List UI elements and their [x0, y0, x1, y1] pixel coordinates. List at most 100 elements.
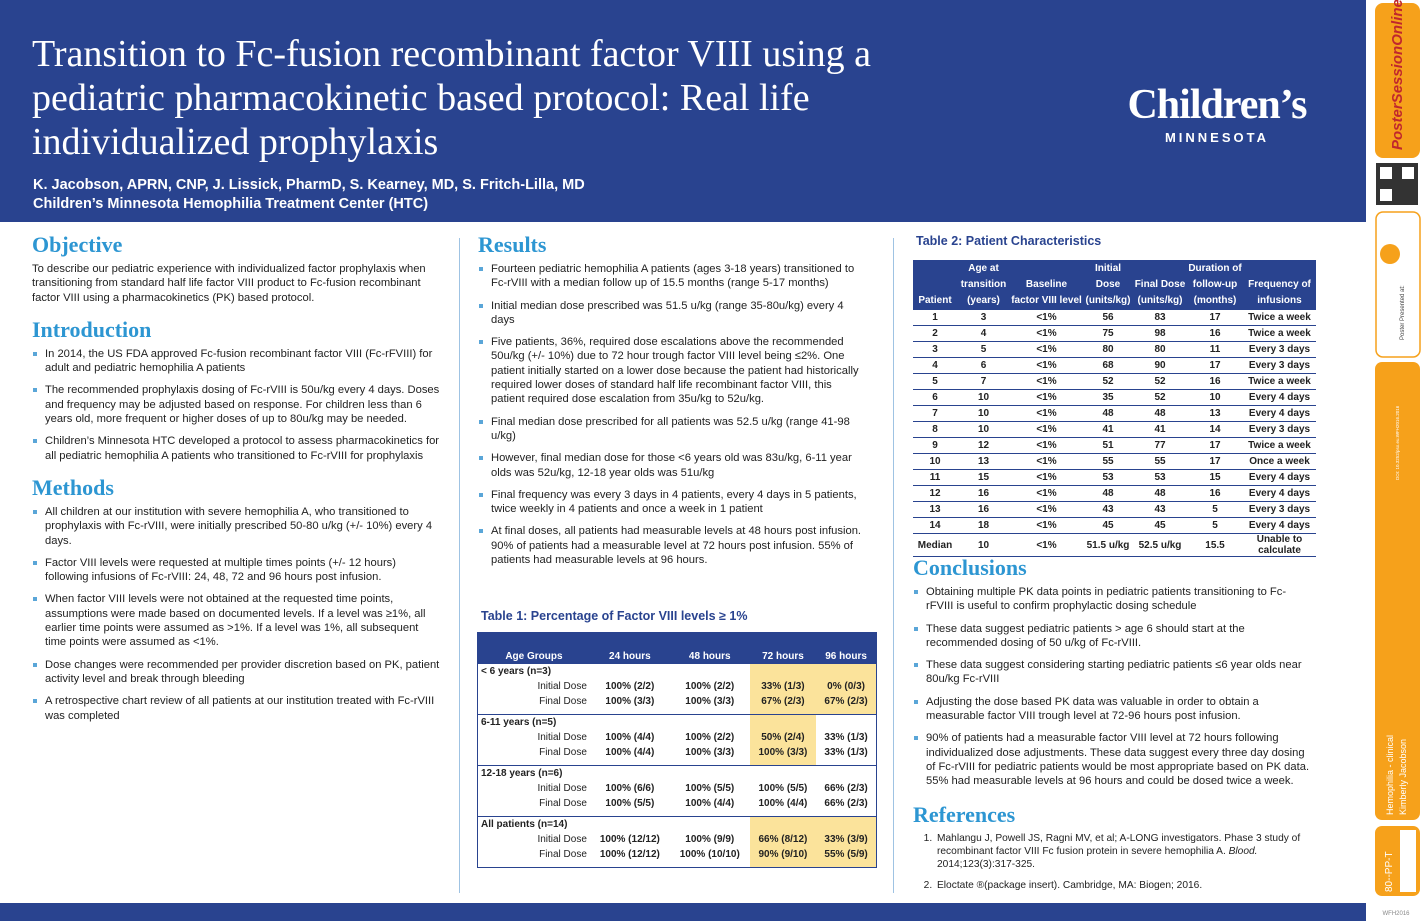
brand: PosterSessionOnline.com	[1389, 0, 1406, 150]
cell	[749, 664, 817, 679]
group-row: 12-18 years (n=6)	[478, 766, 877, 782]
cell: 90% (9/10)	[749, 847, 817, 868]
cell: 14	[913, 517, 957, 534]
column-header: Duration of follow-up (months)	[1187, 260, 1243, 310]
cell: <1%	[1010, 325, 1083, 342]
cell: 55	[1133, 453, 1187, 470]
cell: 75	[1083, 325, 1133, 342]
cell: 100% (10/10)	[669, 847, 750, 868]
cell: 52	[1083, 373, 1133, 390]
group-label: 6-11 years (n=5)	[481, 717, 557, 728]
column-header: Final Dose (units/kg)	[1133, 260, 1187, 310]
cell: 77	[1133, 437, 1187, 454]
cell: Every 3 days	[1243, 357, 1316, 374]
column-header: Patient	[913, 260, 957, 310]
cell: 13	[957, 453, 1010, 470]
table-caption: Table 1: Percentage of Factor VIII level…	[481, 609, 748, 623]
cell: 13	[1187, 405, 1243, 422]
cell: <1%	[1010, 453, 1083, 470]
row-label: Final Dose	[477, 847, 590, 868]
group-row: 6-11 years (n=5)	[478, 714, 877, 731]
cell: 17	[1187, 310, 1243, 326]
cell: 68	[1083, 357, 1133, 374]
cell	[816, 715, 876, 731]
cell: 6	[957, 357, 1010, 374]
cell: Every 3 days	[1243, 501, 1316, 518]
event: WFH2016	[1382, 911, 1410, 917]
cell: 11	[913, 469, 957, 486]
cell	[590, 766, 670, 782]
reference: Eloctate ®(package insert). Cambridge, M…	[935, 879, 1313, 892]
topic: Hemophilia - clinical	[1385, 735, 1395, 815]
cell: 18	[957, 517, 1010, 534]
column-header: 24 hours	[589, 632, 670, 664]
references: References Mahlangu J, Powell JS, Ragni …	[913, 802, 1313, 900]
row: 3 5 <1% 80 80 11 Every 3 days	[913, 341, 1316, 358]
cell	[670, 715, 750, 731]
cell: 51	[1083, 437, 1133, 454]
presented-box	[1375, 211, 1421, 358]
cell: 90	[1133, 357, 1187, 374]
cell: 16	[1187, 325, 1243, 342]
heading: Objective	[32, 232, 123, 257]
cell: 33% (3/9)	[816, 832, 877, 847]
qr-code	[1402, 167, 1414, 179]
cell: Median	[913, 533, 957, 557]
bullet: At final doses, all patients had measura…	[478, 524, 863, 567]
qr-code	[1380, 167, 1392, 179]
cell: 83	[1133, 310, 1187, 326]
cell: 15	[957, 469, 1010, 486]
cell: Twice a week	[1243, 437, 1316, 454]
row: 1 3 <1% 56 83 17 Twice a week	[913, 310, 1316, 326]
bullet: Dose changes were recommended per provid…	[32, 658, 442, 687]
cell	[749, 714, 817, 730]
cell: 12	[957, 437, 1010, 454]
cell: 7	[913, 405, 957, 422]
cell: 48	[1083, 405, 1133, 422]
cell: <1%	[1010, 389, 1083, 406]
bullet: The recommended prophylaxis dosing of Fc…	[32, 383, 442, 426]
row: 12 16 <1% 48 48 16 Every 4 days	[913, 485, 1316, 502]
cell	[670, 664, 750, 679]
cell: 35	[1083, 389, 1133, 406]
reference: Mahlangu J, Powell JS, Ragni MV, et al; …	[935, 832, 1313, 871]
cell: 33% (1/3)	[749, 679, 817, 694]
cell: 52	[1133, 373, 1187, 390]
cell: 100% (3/3)	[589, 694, 670, 715]
row: 5 7 <1% 52 52 16 Twice a week	[913, 373, 1316, 390]
cell: Every 4 days	[1243, 469, 1316, 486]
cell: 14	[1187, 421, 1243, 438]
sidebar: PosterSessionOnline.com Poster Presented…	[1375, 0, 1421, 917]
cell: 55	[1083, 453, 1133, 470]
cell: 52.5 u/kg	[1133, 533, 1187, 557]
cell: 15	[1187, 469, 1243, 486]
divider	[893, 238, 894, 893]
bullet: Five patients, 36%, required dose escala…	[478, 335, 863, 406]
cell: 48	[1133, 485, 1187, 502]
row: 9 12 <1% 51 77 17 Twice a week	[913, 437, 1316, 454]
cell: <1%	[1010, 310, 1083, 326]
bullet: These data suggest considering starting …	[913, 658, 1313, 687]
cell: 10	[957, 421, 1010, 438]
doi: DOI: 10.3252/pso.eu.WFH2016.2016	[1395, 405, 1400, 480]
column-1: Objective To describe our pediatric expe…	[32, 232, 442, 735]
cell: 0% (0/3)	[816, 679, 877, 694]
cell: <1%	[1010, 405, 1083, 422]
table-caption: Table 2: Patient Characteristics	[916, 234, 1102, 248]
cell	[590, 817, 670, 833]
bullet-list: In 2014, the US FDA approved Fc-fusion r…	[32, 347, 442, 463]
cell: 48	[1083, 485, 1133, 502]
bullet: Factor VIII levels were requested at mul…	[32, 556, 442, 585]
logo: Children’s MINNESOTA	[1112, 82, 1322, 145]
cell: 10	[957, 405, 1010, 422]
cell: 100% (3/3)	[669, 745, 750, 766]
row-label: Final Dose	[477, 745, 590, 766]
cell: 53	[1133, 469, 1187, 486]
bullet: Fourteen pediatric hemophilia A patients…	[478, 262, 863, 291]
cell	[816, 664, 877, 679]
cell: 66% (8/12)	[749, 832, 817, 847]
cell: 17	[1187, 437, 1243, 454]
row: Final Dose 100% (12/12) 100% (10/10) 90% (9…	[477, 847, 877, 868]
cell: 6	[913, 389, 957, 406]
cell: <1%	[1010, 469, 1083, 486]
